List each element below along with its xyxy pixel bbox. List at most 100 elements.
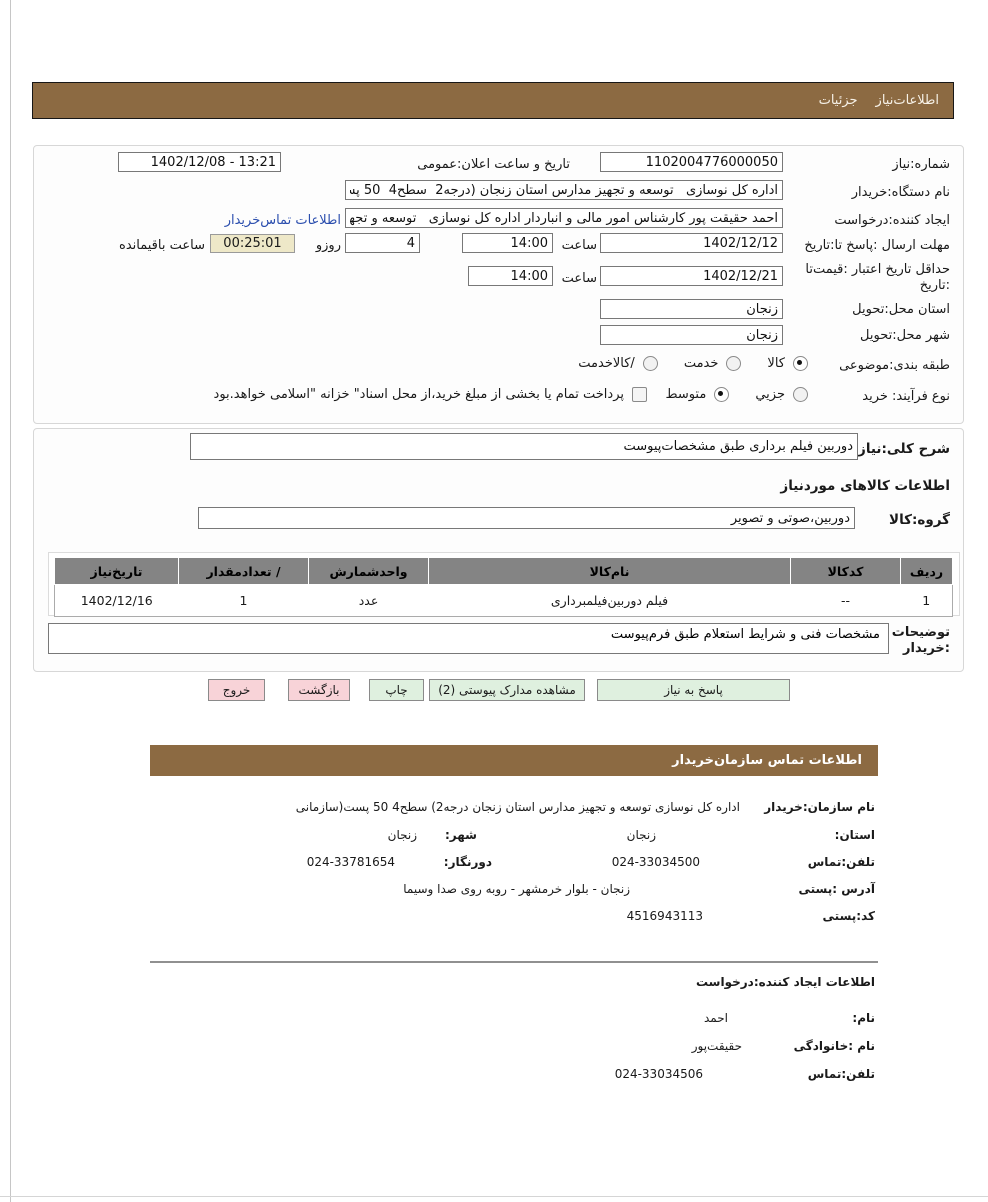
need-number-input[interactable]: [600, 152, 783, 172]
radio-goods-icon[interactable]: [793, 356, 808, 371]
buyer-org-input[interactable]: [345, 180, 783, 200]
deadline-hour-label: ساعت: [561, 238, 597, 253]
col-unit: واحدشمارش: [308, 557, 429, 585]
option-partial-label: جزیي: [755, 387, 785, 402]
view-attachments-button[interactable]: مشاهده مدارک پیوستی (2): [429, 679, 585, 701]
buyer-contact-link[interactable]: اطلاعات تماس‌خریدار: [224, 213, 341, 228]
remaining-days-input[interactable]: [345, 233, 420, 253]
col-item-name: نام‌کالا: [428, 557, 791, 585]
exit-button[interactable]: خروج: [208, 679, 265, 701]
treasury-checkbox-label: پرداخت تمام یا بخشی از مبلغ خرید،از محل …: [213, 387, 624, 402]
buyer-notes-label-line1: توضیحات: [891, 625, 950, 640]
treasury-payment-group: پرداخت تمام یا بخشی از مبلغ خرید،از محل …: [214, 387, 647, 402]
days-label: روزو: [315, 238, 341, 253]
top-tab-bar: اطلاعات‌نیاز جزئیات: [32, 82, 954, 119]
buyer-notes-label-line2: :خریدار: [903, 641, 950, 656]
price-validity-date-input[interactable]: [600, 266, 783, 286]
contact-fax-value: 024-33781654: [306, 855, 395, 869]
contact-address-label: آدرس :پستی: [798, 882, 875, 896]
buyer-notes-label: توضیحات :خریدار: [892, 625, 950, 657]
goods-group-input[interactable]: [198, 507, 855, 529]
option-medium[interactable]: متوسط: [665, 387, 730, 402]
creator-first-name-value: احمد: [704, 1011, 728, 1025]
tab-details[interactable]: جزئیات: [818, 93, 858, 108]
contact-province-value: زنجان: [626, 828, 656, 842]
contact-city-value: زنجان: [387, 828, 417, 842]
reply-deadline-date-input[interactable]: [600, 233, 783, 253]
buyer-contact-section-title: اطلاعات تماس سازمان‌خریدار: [672, 753, 862, 768]
contact-postal-code-label: کد:پستی: [822, 909, 875, 923]
cell-item-code: --: [790, 584, 901, 617]
option-goods-label: کالا: [767, 356, 785, 371]
cell-unit: عدد: [308, 584, 429, 617]
delivery-province-input[interactable]: [600, 299, 783, 319]
validity-hour-label: ساعت: [561, 271, 597, 286]
treasury-payment-option[interactable]: پرداخت تمام یا بخشی از مبلغ خرید،از محل …: [214, 387, 647, 402]
delivery-city-label: شهر محل:تحویل: [860, 328, 950, 343]
request-creator-input[interactable]: [345, 208, 783, 228]
cell-row-number: 1: [900, 584, 953, 617]
option-goods-service[interactable]: /کالاخدمت: [578, 356, 658, 371]
goods-table-header-row: ردیف کدکالا نام‌کالا واحدشمارش / تعدادمق…: [54, 557, 953, 585]
print-button[interactable]: چاپ: [369, 679, 424, 701]
contact-address-value: زنجان - بلوار خرمشهر - روبه روی صدا وسیم…: [403, 882, 630, 896]
price-validity-label-line2: :تاریخ: [919, 278, 950, 293]
col-need-date: تاریخ‌نیاز: [54, 557, 179, 585]
creator-last-name-label: نام :خانوادگی: [793, 1039, 875, 1053]
goods-table-wrapper: ردیف کدکالا نام‌کالا واحدشمارش / تعدادمق…: [48, 552, 960, 617]
remaining-hours-label: ساعت باقیمانده: [119, 238, 205, 253]
countdown-timer: 00:25:01: [210, 234, 295, 253]
contact-phone-label: تلفن:تماس: [807, 855, 875, 869]
reply-to-need-button[interactable]: پاسخ به نیاز: [597, 679, 790, 701]
creator-last-name-value: حقیقت‌پور: [691, 1039, 742, 1053]
radio-goods-service-icon[interactable]: [642, 356, 658, 371]
goods-group-label: گروه:کالا: [889, 512, 950, 528]
reply-deadline-time-input[interactable]: [462, 233, 553, 253]
process-type-label: نوع فرآیند: خرید: [862, 389, 950, 404]
need-description-input[interactable]: [190, 433, 858, 460]
price-validity-time-input[interactable]: [468, 266, 553, 286]
price-validity-label: حداقل تاریخ اعتبار :قیمت‌تا :تاریخ: [805, 262, 950, 294]
contact-fax-label: دورنگار:: [443, 855, 492, 869]
option-service-label: خدمت: [683, 356, 719, 371]
option-goods[interactable]: کالا: [767, 356, 808, 371]
radio-medium-icon[interactable]: [714, 387, 730, 402]
creator-first-name-label: نام:: [852, 1011, 875, 1025]
creator-phone-value: 024-33034506: [614, 1067, 703, 1081]
back-button[interactable]: بازگشت: [288, 679, 350, 701]
contact-province-label: استان:: [834, 828, 875, 842]
tab-need-info[interactable]: اطلاعات‌نیاز: [875, 93, 939, 108]
need-description-label: شرح کلی:نیاز: [858, 441, 950, 457]
goods-table-row: 1 -- فیلم دوربین‌فیلمبرداری عدد 1 1402/1…: [54, 584, 953, 617]
announce-datetime-label: تاریخ و ساعت اعلان:عمومی: [417, 157, 570, 172]
buyer-notes-textarea[interactable]: مشخصات فنی و شرایط استعلام طبق فرم‌پیوست: [48, 623, 889, 654]
need-number-label: شماره:نیاز: [892, 157, 950, 172]
section-divider: [150, 961, 878, 963]
buyer-contact-section-header: اطلاعات تماس سازمان‌خریدار: [150, 745, 878, 776]
subject-classification-options: کالا خدمت /کالاخدمت: [578, 356, 808, 371]
announce-datetime-input[interactable]: [118, 152, 281, 172]
radio-service-icon[interactable]: [726, 356, 742, 371]
contact-phone-value: 024-33034500: [611, 855, 700, 869]
cell-quantity: 1: [178, 584, 309, 617]
buyer-org-label: نام دستگاه:خریدار: [851, 185, 950, 200]
required-items-heading: اطلاعات کالاهای موردنیاز: [780, 478, 950, 494]
col-item-code: کدکالا: [790, 557, 901, 585]
cell-item-name: فیلم دوربین‌فیلمبرداری: [428, 584, 791, 617]
option-goods-service-label: /کالاخدمت: [578, 356, 635, 371]
col-row-number: ردیف: [900, 557, 953, 585]
subject-classification-label: طبقه بندی:موضوعی: [839, 358, 950, 373]
contact-postal-code-value: 4516943113: [626, 909, 703, 923]
price-validity-label-line1: حداقل تاریخ اعتبار :قیمت‌تا: [805, 262, 950, 277]
option-service[interactable]: خدمت: [684, 356, 742, 371]
reply-deadline-label: مهلت ارسال :پاسخ تا:تاریخ: [804, 238, 950, 253]
radio-partial-icon[interactable]: [793, 387, 808, 402]
request-creator-section-heading: اطلاعات ایجاد کننده:درخواست: [695, 975, 875, 989]
option-partial[interactable]: جزیي: [755, 387, 808, 402]
delivery-city-input[interactable]: [600, 325, 783, 345]
request-creator-label: ایجاد کننده:درخواست: [834, 213, 950, 228]
goods-table: ردیف کدکالا نام‌کالا واحدشمارش / تعدادمق…: [54, 557, 953, 617]
treasury-checkbox-icon[interactable]: [632, 387, 647, 402]
creator-phone-label: تلفن:تماس: [807, 1067, 875, 1081]
